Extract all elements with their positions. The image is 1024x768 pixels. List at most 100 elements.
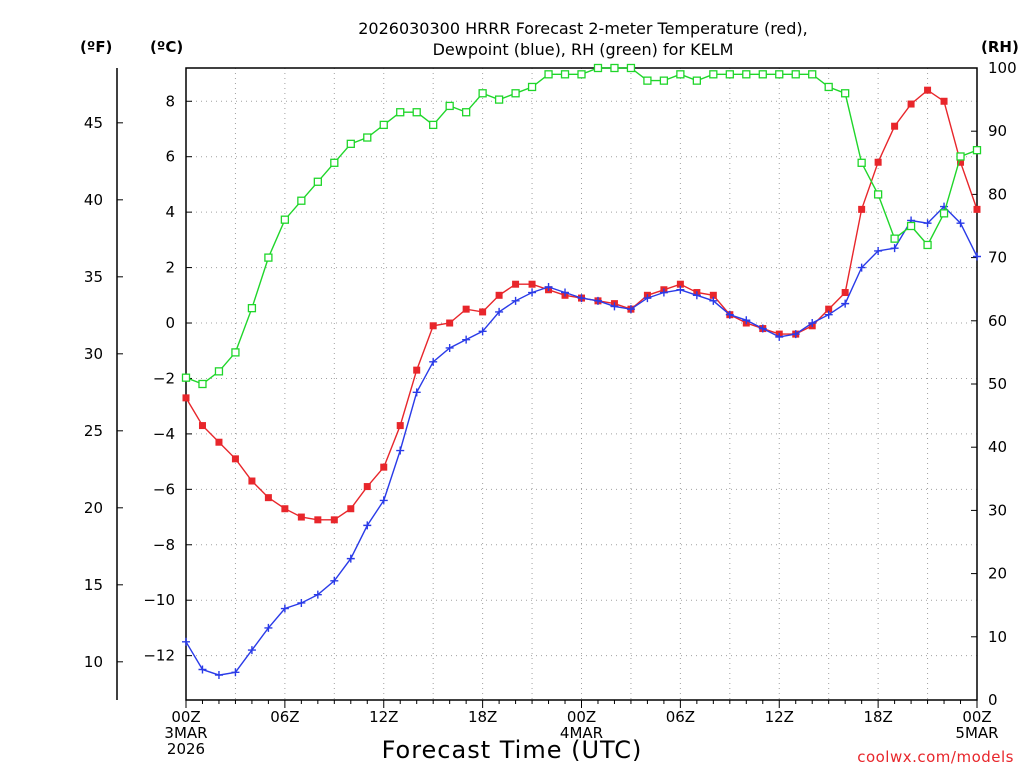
celsius-tick-label: 4: [165, 203, 175, 221]
dewpoint-point: [297, 598, 306, 607]
rh-tick-label: 30: [988, 501, 1007, 519]
x-tick-label: 00Z: [962, 708, 991, 726]
rh-point: [429, 120, 438, 130]
rh-point: [873, 190, 883, 199]
rh-point: [297, 196, 306, 205]
x-tick-label: 3MAR: [164, 724, 207, 742]
fahrenheit-tick-label: 20: [84, 499, 103, 517]
temperature-point: [347, 505, 355, 513]
rh-point: [346, 139, 355, 148]
dewpoint-point: [791, 330, 800, 339]
rh-point: [857, 158, 866, 167]
title-line-1: 2026030300 HRRR Forecast 2-meter Tempera…: [358, 19, 808, 38]
celsius-tick-label: −12: [143, 647, 175, 665]
dewpoint-point: [528, 288, 537, 297]
rh-point: [544, 70, 553, 79]
dewpoint-series: [182, 202, 981, 680]
dewpoint-point: [478, 327, 487, 336]
temperature-point: [924, 86, 932, 94]
dewpoint-point: [593, 296, 602, 305]
temperature-point: [479, 308, 487, 316]
rh-point: [214, 367, 224, 376]
rh-point: [330, 158, 339, 167]
temperature-point: [182, 394, 190, 402]
temperature-point: [413, 366, 421, 374]
credit-text: coolwx.com/models: [857, 748, 1014, 766]
rh-point: [560, 70, 570, 79]
dewpoint-point: [429, 357, 438, 366]
rh-point: [247, 304, 257, 313]
temperature-point: [841, 289, 849, 297]
rh-tick-label: 40: [988, 438, 1007, 456]
rh-tick-label: 50: [988, 375, 1007, 393]
dewpoint-point: [808, 319, 817, 328]
temperature-point: [231, 455, 239, 463]
temperature-point: [248, 477, 256, 485]
fahrenheit-tick-label: 45: [84, 114, 103, 132]
temperature-point: [858, 205, 866, 213]
dewpoint-point: [379, 496, 388, 505]
dewpoint-point: [462, 335, 471, 344]
rh-point: [808, 70, 817, 79]
celsius-tick-label: 2: [165, 259, 175, 277]
dewpoint-point: [247, 646, 256, 655]
dewpoint-point: [676, 285, 685, 294]
rh-unit-label: (RH): [981, 38, 1019, 56]
celsius-tick-label: −10: [143, 591, 175, 609]
rh-point: [478, 89, 487, 98]
rh-point: [396, 108, 405, 117]
dewpoint-point: [841, 299, 850, 308]
fahrenheit-tick-label: 10: [84, 653, 103, 671]
rh-point: [923, 240, 932, 250]
rh-tick-label: 80: [988, 185, 1007, 203]
temperature-point: [891, 122, 899, 130]
axes: 454035302520151086420−2−4−6−8−10−1210090…: [84, 59, 1017, 758]
dewpoint-point: [346, 554, 355, 563]
temperature-point: [973, 205, 981, 213]
rh-point: [494, 95, 504, 104]
rh-tick-label: 20: [988, 565, 1007, 583]
rh-point: [775, 70, 784, 79]
rh-point: [313, 177, 322, 186]
dewpoint-point: [577, 294, 586, 303]
rh-point: [511, 89, 520, 98]
rh-point: [363, 133, 372, 142]
x-tick-label: 18Z: [468, 708, 497, 726]
rh-point: [791, 70, 800, 79]
rh-point: [890, 234, 899, 243]
rh-tick-label: 10: [988, 628, 1007, 646]
rh-tick-label: 90: [988, 122, 1007, 140]
rh-tick-label: 0: [988, 691, 998, 709]
dewpoint-point: [775, 332, 784, 341]
x-axis-title: Forecast Time (UTC): [382, 736, 643, 764]
celsius-tick-label: 8: [165, 92, 175, 110]
temperature-point: [676, 280, 684, 288]
celsius-tick-label: 0: [165, 314, 175, 332]
temperature-point: [825, 305, 833, 313]
rh-point: [412, 108, 421, 117]
rh-point: [445, 101, 454, 111]
dewpoint-point: [709, 296, 718, 305]
rh-point: [676, 70, 685, 79]
dewpoint-point: [561, 288, 570, 297]
rh-tick-label: 70: [988, 249, 1007, 267]
celsius-tick-label: −6: [153, 480, 175, 498]
rh-point: [742, 70, 751, 79]
x-tick-label: 00Z: [567, 708, 596, 726]
temperature-point: [512, 280, 520, 288]
rh-point: [692, 76, 702, 85]
dewpoint-point: [412, 388, 421, 397]
rh-point: [379, 120, 388, 130]
dewpoint-point: [692, 291, 701, 300]
dewpoint-point: [659, 288, 668, 297]
celsius-tick-label: −2: [153, 369, 175, 387]
dewpoint-point: [264, 623, 273, 632]
rh-tick-label: 100: [988, 59, 1017, 77]
rh-point: [198, 379, 207, 389]
temperature-point: [940, 97, 948, 105]
rh-point: [280, 215, 290, 224]
temperature-point: [495, 291, 503, 299]
fahrenheit-tick-label: 35: [84, 268, 103, 286]
fahrenheit-tick-label: 25: [84, 422, 103, 440]
rh-tick-label: 60: [988, 312, 1007, 330]
